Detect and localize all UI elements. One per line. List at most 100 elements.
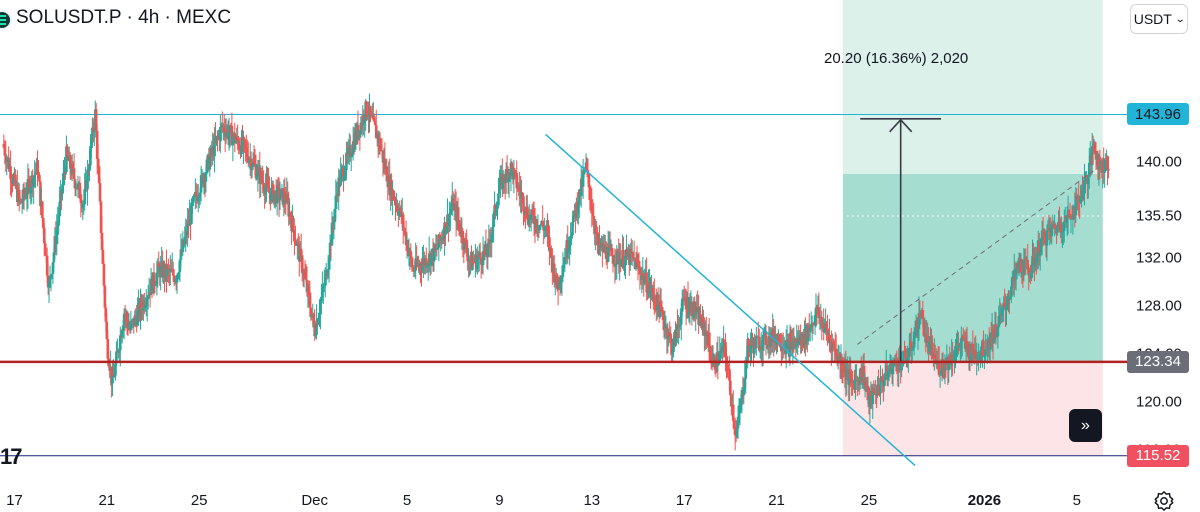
candle-body xyxy=(287,201,290,217)
candle-body xyxy=(496,205,499,209)
candle-body xyxy=(1104,160,1107,170)
candle-body xyxy=(246,156,250,163)
candle-body xyxy=(851,379,854,383)
candle-body xyxy=(1103,169,1106,173)
candle-body xyxy=(374,125,378,139)
candle-body xyxy=(81,204,85,208)
candle-body xyxy=(737,413,741,417)
candle-body xyxy=(363,121,366,123)
candle-body xyxy=(345,152,348,171)
candle-body xyxy=(366,114,369,118)
candle-body xyxy=(765,344,769,347)
candle-body xyxy=(215,136,218,141)
candle-body xyxy=(121,325,125,331)
candle-body xyxy=(176,274,180,276)
candle-body xyxy=(592,215,596,226)
candle-body xyxy=(255,175,259,179)
candle-body xyxy=(638,267,642,275)
candle-body xyxy=(304,276,308,280)
candle-body xyxy=(742,387,746,396)
candle-body xyxy=(152,272,156,286)
candle-body xyxy=(49,276,53,278)
currency-selector-button[interactable]: USDT ⌄ xyxy=(1130,4,1188,34)
candle-body xyxy=(1010,286,1013,298)
candle-body xyxy=(303,272,307,277)
candle-body xyxy=(581,174,585,187)
candle-body xyxy=(42,228,46,244)
candle-body xyxy=(1090,146,1094,166)
candle-body xyxy=(762,331,766,336)
candle-body xyxy=(379,149,383,151)
candle-body xyxy=(432,245,436,262)
candle-body xyxy=(410,258,414,268)
settings-icon[interactable] xyxy=(1153,490,1175,512)
candle-body xyxy=(268,191,271,194)
candle-body xyxy=(309,307,313,318)
tradingview-logo-icon[interactable]: 17 xyxy=(0,444,23,469)
candle-body xyxy=(380,150,384,152)
candle-body xyxy=(89,145,92,166)
currency-label: USDT xyxy=(1133,11,1172,27)
candle-body xyxy=(1039,239,1043,252)
candle-body xyxy=(68,155,72,169)
candle-body xyxy=(1047,227,1051,230)
candle-body xyxy=(2,144,6,148)
candle-body xyxy=(922,318,926,336)
candle-body xyxy=(371,114,374,118)
candle-body xyxy=(559,279,563,284)
candle-body xyxy=(156,263,160,273)
candle-body xyxy=(749,346,752,353)
candle-body xyxy=(144,305,148,307)
candle-body xyxy=(220,124,224,126)
candle-body xyxy=(928,341,931,352)
candle-body xyxy=(251,161,255,168)
candle-body xyxy=(716,352,720,365)
candle-body xyxy=(900,361,903,371)
candle-body xyxy=(875,395,878,397)
candle-body xyxy=(917,313,921,329)
candle-body xyxy=(243,138,246,142)
candle-body xyxy=(498,185,501,194)
candle-body xyxy=(144,305,147,308)
candle-body xyxy=(948,355,952,364)
candle-body xyxy=(26,179,30,195)
candle-body xyxy=(650,291,653,294)
candle-body xyxy=(1067,210,1071,214)
candle-body xyxy=(113,375,116,377)
candle-body xyxy=(519,191,522,198)
candle-body xyxy=(631,252,635,258)
candle-body xyxy=(645,272,648,293)
candle-body xyxy=(50,274,54,277)
candle-body xyxy=(157,263,161,267)
scroll-forward-icon[interactable]: » xyxy=(1069,409,1102,442)
candle-body xyxy=(492,213,495,228)
candle-body xyxy=(910,349,914,351)
candle-body xyxy=(615,249,619,265)
candle-body xyxy=(555,274,559,289)
candle-body xyxy=(7,157,10,170)
descending-trendline xyxy=(545,133,916,467)
candle-body xyxy=(722,340,725,353)
candle-body xyxy=(877,384,880,394)
candle-body xyxy=(881,376,884,383)
candle-body xyxy=(611,255,615,264)
candle-body xyxy=(396,205,399,212)
candle-body xyxy=(44,254,48,256)
candle-body xyxy=(832,343,836,349)
candle-body xyxy=(1000,308,1004,315)
candle-body xyxy=(879,377,882,394)
candle-body xyxy=(965,341,969,347)
candle-body xyxy=(984,350,987,357)
candle-body xyxy=(808,327,812,331)
candle-body xyxy=(103,285,107,308)
candle-body xyxy=(415,258,418,266)
symbol-title[interactable]: SOLUSDT.P · 4h · MEXC xyxy=(16,7,232,28)
candle-body xyxy=(518,186,521,192)
candle-body xyxy=(668,332,672,336)
candle-body xyxy=(573,210,576,213)
candle-body xyxy=(228,125,232,134)
candle-body xyxy=(320,296,323,303)
candle-body xyxy=(234,140,238,144)
candle-body xyxy=(473,262,476,264)
